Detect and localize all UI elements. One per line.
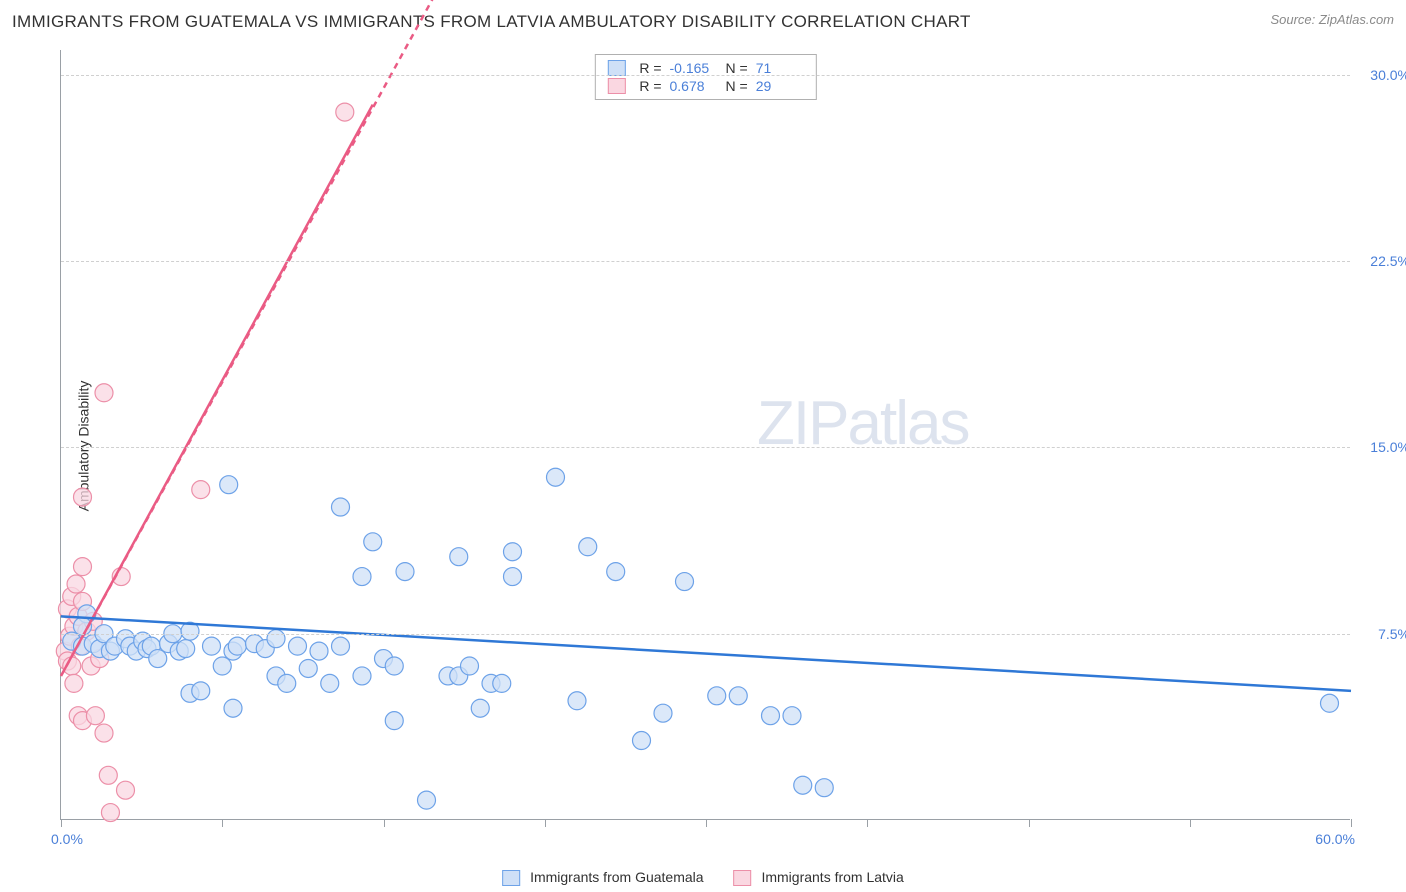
x-axis-max-label: 60.0% [1315, 831, 1355, 847]
y-tick-label: 15.0% [1355, 439, 1406, 455]
legend-swatch-guatemala-icon [502, 870, 520, 886]
grid-line [61, 261, 1350, 262]
grid-line [61, 634, 1350, 635]
x-tick [222, 819, 223, 827]
chart-canvas [61, 50, 1350, 819]
x-tick [1351, 819, 1352, 827]
legend-swatch-latvia-icon [734, 870, 752, 886]
grid-line [61, 447, 1350, 448]
grid-line [61, 75, 1350, 76]
x-tick [384, 819, 385, 827]
y-tick-label: 30.0% [1355, 67, 1406, 83]
x-tick [1190, 819, 1191, 827]
legend-swatch-latvia [607, 78, 625, 94]
legend-item-guatemala: Immigrants from Guatemala [502, 869, 703, 886]
x-tick [706, 819, 707, 827]
source-attribution: Source: ZipAtlas.com [1270, 12, 1394, 27]
x-tick [61, 819, 62, 827]
x-axis-min-label: 0.0% [51, 831, 83, 847]
series-legend: Immigrants from Guatemala Immigrants fro… [502, 869, 904, 886]
legend-item-latvia: Immigrants from Latvia [734, 869, 904, 886]
legend-row-latvia: R = 0.678 N = 29 [607, 77, 803, 95]
legend-label-latvia: Immigrants from Latvia [761, 869, 903, 885]
y-tick-label: 7.5% [1355, 626, 1406, 642]
x-tick [1029, 819, 1030, 827]
legend-label-guatemala: Immigrants from Guatemala [530, 869, 704, 885]
x-tick [545, 819, 546, 827]
y-tick-label: 22.5% [1355, 253, 1406, 269]
x-tick [867, 819, 868, 827]
chart-title: IMMIGRANTS FROM GUATEMALA VS IMMIGRANTS … [12, 12, 971, 32]
legend-swatch-guatemala [607, 60, 625, 76]
correlation-legend: R = -0.165 N = 71 R = 0.678 N = 29 [594, 54, 816, 100]
plot-area: ZIPatlas R = -0.165 N = 71 R = 0.678 N =… [60, 50, 1350, 820]
